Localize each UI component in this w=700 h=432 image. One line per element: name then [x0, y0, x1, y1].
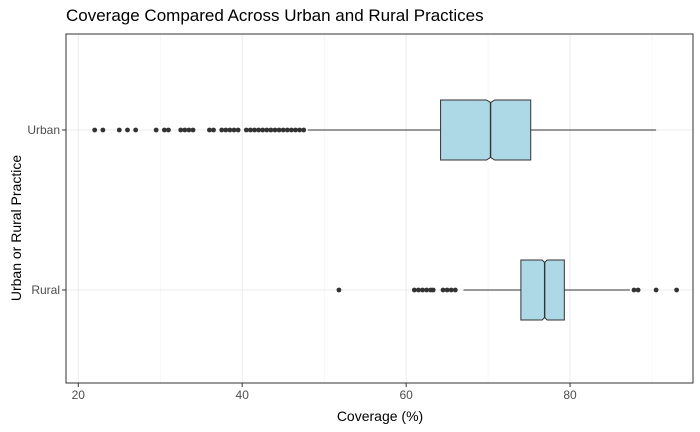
outlier-point [260, 127, 266, 133]
plot-panel [66, 34, 693, 383]
outlier-point [272, 127, 278, 133]
outlier-point [219, 127, 225, 133]
outlier-point [256, 127, 262, 133]
outlier-point [301, 127, 307, 133]
outlier-point [284, 127, 290, 133]
y-tick-label: Urban [27, 123, 60, 137]
outlier-point [227, 127, 233, 133]
outlier-point [268, 127, 274, 133]
outlier-point [440, 287, 446, 293]
outlier-point [166, 127, 171, 133]
outlier-point [293, 127, 298, 133]
outlier-point [420, 287, 425, 293]
outlier-point [125, 127, 130, 133]
outlier-point [280, 127, 286, 133]
outlier-point [161, 127, 167, 133]
box [520, 259, 565, 321]
outlier-point [231, 127, 237, 133]
plot-border [65, 33, 694, 384]
outlier-point [153, 127, 159, 133]
outlier-point [653, 287, 659, 293]
outlier-point [416, 287, 421, 293]
outlier-point [211, 127, 216, 133]
box-group-rural [336, 259, 680, 321]
outlier-point [411, 287, 417, 293]
outlier-point [116, 127, 122, 133]
outlier-point [207, 127, 212, 133]
outlier-point [264, 127, 270, 133]
outlier-point [190, 127, 196, 133]
outlier-point [92, 127, 98, 133]
outlier-point [182, 127, 188, 133]
outlier-point [452, 287, 458, 293]
outlier-point [235, 127, 241, 133]
outlier-point [178, 127, 184, 133]
x-tick-label: 80 [563, 388, 577, 402]
outlier-point [448, 287, 454, 293]
x-tick-label: 40 [236, 388, 250, 402]
outlier-point [223, 127, 229, 133]
box [440, 99, 532, 161]
outlier-point [248, 127, 253, 133]
outlier-point [430, 287, 436, 293]
x-tick-label: 20 [72, 388, 86, 402]
x-tick-label: 60 [399, 388, 413, 402]
outlier-point [186, 127, 192, 133]
chart-title: Coverage Compared Across Urban and Rural… [66, 6, 484, 25]
outlier-point [336, 287, 342, 293]
outlier-point [100, 127, 106, 133]
y-tick-label: Rural [31, 283, 60, 297]
outlier-point [635, 287, 641, 293]
x-axis-title: Coverage (%) [336, 408, 424, 424]
outlier-point [243, 127, 249, 133]
outlier-point [276, 127, 282, 133]
outlier-point [674, 287, 680, 293]
outlier-point [424, 287, 430, 293]
outlier-point [133, 127, 139, 133]
outlier-point [631, 287, 637, 293]
outlier-point [444, 287, 450, 293]
box-group-urban [92, 99, 657, 161]
outlier-point [288, 127, 294, 133]
outlier-point [297, 127, 302, 133]
outlier-point [252, 127, 257, 133]
